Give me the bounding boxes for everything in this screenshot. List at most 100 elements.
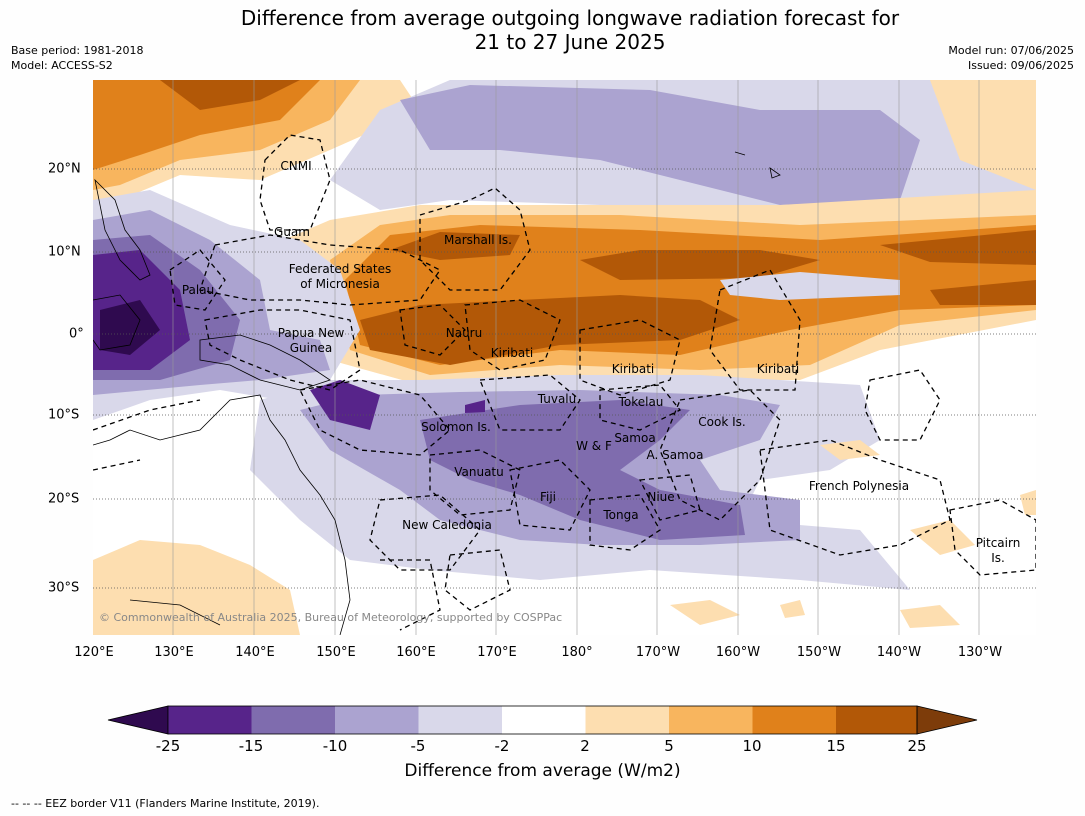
colorbar-bin-8	[752, 706, 836, 734]
anomaly-negative-west-darkest	[100, 300, 160, 355]
cb-tick-7: 5	[664, 737, 674, 755]
label-fsm-1: Federated States	[289, 262, 391, 276]
anomaly-negative-spcz-dark	[420, 400, 745, 540]
label-asamoa: A. Samoa	[647, 448, 704, 462]
eez-tonga	[589, 494, 661, 551]
x-tick-180: 180°	[561, 645, 593, 660]
colorbar-min-extend	[107, 705, 169, 735]
label-solomon: Solomon Is.	[421, 420, 491, 434]
anomaly-negative-north-mid	[400, 85, 920, 205]
label-vanuatu: Vanuatu	[454, 465, 504, 479]
meta-left: Base period: 1981-2018 Model: ACCESS-S2	[11, 43, 143, 73]
anomaly-positive-south-4	[670, 600, 740, 625]
eez-marshall	[419, 187, 531, 291]
cb-tick-2: -15	[238, 737, 264, 755]
anomaly-negative-solomon	[310, 380, 380, 430]
anomaly-positive-south-5	[780, 600, 805, 618]
y-tick-10s: 10°S	[48, 407, 80, 423]
label-samoa: Samoa	[614, 431, 655, 445]
eez-kiribati-central	[579, 319, 681, 396]
anomaly-positive-itcz-darkest-3	[580, 250, 820, 280]
anomaly-positive-north-dark	[93, 80, 320, 170]
anomaly-positive-south-6	[900, 605, 960, 628]
anomaly-positive-australia	[93, 540, 300, 635]
anomaly-positive-south-2	[910, 520, 975, 555]
hawaii-coast	[734, 151, 781, 179]
colorbar-bin-1	[168, 706, 252, 734]
x-tick-150w: 150°W	[796, 645, 842, 660]
label-pitcairn-1: Pitcairn	[976, 536, 1021, 550]
eez-png	[204, 309, 361, 391]
label-wf: W & F	[576, 439, 612, 453]
eez-french-polynesia	[759, 439, 951, 556]
label-cook: Cook Is.	[698, 415, 745, 429]
label-french-polynesia: French Polynesia	[809, 479, 909, 493]
label-tonga: Tonga	[602, 508, 638, 522]
label-cnmi: CNMI	[280, 159, 311, 173]
x-tick-160w: 160°W	[715, 645, 761, 660]
map-area	[93, 80, 1036, 635]
eez-footnote: -- -- -- EEZ border V11 (Flanders Marine…	[11, 797, 320, 810]
cb-tick-6: 2	[580, 737, 590, 755]
label-tuvalu: Tuvalu	[537, 392, 577, 406]
model-name: Model: ACCESS-S2	[11, 59, 113, 72]
label-fiji: Fiji	[540, 490, 556, 504]
eez-borders	[93, 134, 1036, 631]
y-tick-10n: 10°N	[48, 244, 81, 260]
colorbar-bin-2	[251, 706, 335, 734]
colorbar-label: Difference from average (W/m2)	[404, 761, 681, 781]
colorbar-bin-5	[502, 706, 586, 734]
x-tick-120e: 120°E	[74, 645, 114, 660]
eez-cnmi	[259, 134, 331, 231]
place-labels: CNMI Guam Marshall Is. Federated States …	[182, 159, 1020, 565]
eez-west-pacific	[93, 399, 201, 471]
x-tick-170w: 170°W	[635, 645, 681, 660]
x-tick-160e: 160°E	[396, 645, 436, 660]
x-tick-130w: 130°W	[957, 645, 1003, 660]
eez-nauru	[399, 304, 466, 356]
philippines-coast	[94, 178, 151, 281]
cb-tick-5: -2	[494, 737, 510, 755]
label-nauru: Nauru	[446, 326, 482, 340]
x-tick-130e: 130°E	[154, 645, 194, 660]
label-png-2: Guinea	[290, 341, 333, 355]
anomaly-positive-south-3	[1020, 490, 1036, 515]
eez-new-caledonia	[369, 494, 481, 571]
colorbar-bin-4	[418, 706, 502, 734]
title-line-2: 21 to 27 June 2025	[474, 30, 666, 54]
borneo-coast	[93, 294, 141, 351]
colorbar-bin-3	[335, 706, 419, 734]
base-period: Base period: 1981-2018	[11, 44, 144, 57]
colorbar-max-extend	[916, 705, 978, 735]
label-marshall: Marshall Is.	[444, 233, 512, 247]
cb-tick-3: -10	[322, 737, 348, 755]
anomaly-positive-north-darkest	[160, 80, 300, 110]
copyright-notice: © Commonwealth of Australia 2025, Bureau…	[99, 611, 562, 624]
eez-tokelau	[599, 384, 682, 431]
label-kiribati-central: Kiribati	[612, 362, 654, 376]
eez-vanuatu	[429, 449, 521, 516]
anomaly-positive-ne	[930, 80, 1036, 205]
eez-tuvalu	[479, 374, 581, 431]
colorbar-bin-6	[585, 706, 669, 734]
x-tick-140w: 140°W	[876, 645, 922, 660]
anomaly-positive-itcz-darkest-1	[390, 232, 520, 260]
eez-kiribati-west	[464, 299, 561, 371]
y-tick-30s: 30°S	[48, 580, 80, 596]
new-guinea-coast	[199, 334, 331, 391]
anomaly-ne-pocket	[720, 272, 900, 300]
graticule-meridians	[172, 80, 980, 635]
cb-tick-4: -5	[410, 737, 426, 755]
y-tick-0: 0°	[69, 326, 84, 342]
label-fsm-2: of Micronesia	[300, 277, 380, 291]
australia-coast	[93, 394, 351, 635]
anomaly-positive-itcz-darkest-4	[880, 230, 1036, 265]
cb-tick-10: 25	[907, 737, 927, 755]
colorbar-outline	[167, 705, 918, 735]
y-tick-20s: 20°S	[48, 491, 80, 507]
coastlines	[93, 151, 781, 635]
label-png-1: Papua New	[278, 326, 345, 340]
label-niue: Niue	[647, 490, 674, 504]
anomaly-negative-tuvalu	[465, 400, 485, 413]
cb-tick-9: 15	[826, 737, 846, 755]
